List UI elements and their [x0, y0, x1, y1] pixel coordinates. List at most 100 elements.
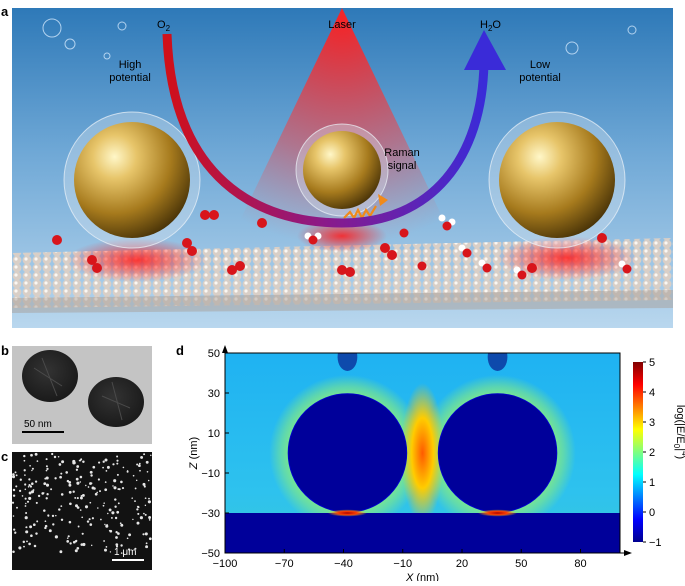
nanoparticle-dot: [24, 516, 28, 520]
nanoparticle-dot: [29, 464, 31, 467]
nanoparticle-dot: [116, 473, 119, 476]
nanoparticle-dot: [140, 455, 144, 459]
nanoparticle-dot: [46, 467, 49, 471]
nanoparticle-dot: [51, 514, 55, 518]
nanoparticle-dot: [32, 489, 35, 491]
nanoparticle-dot: [82, 542, 86, 547]
nanoparticle-dot: [98, 461, 101, 464]
nanoparticle-dot: [12, 515, 15, 517]
y-axis-arrow: [222, 345, 228, 353]
x-tick-label: −70: [275, 558, 294, 570]
gold-sphere-section: [437, 393, 558, 513]
nanoparticle-dot: [24, 505, 27, 507]
nanoparticle-dot: [36, 460, 39, 462]
nanoparticle-dot: [102, 460, 105, 463]
nanoparticle-dot: [75, 477, 79, 481]
nanoparticle-dot: [117, 532, 120, 535]
nanoparticle-dot: [45, 465, 48, 468]
nanoparticle-dot: [89, 523, 93, 526]
nanoparticle-dot: [30, 453, 33, 457]
nanoparticle-dot: [148, 516, 152, 519]
nanoparticle-dot: [24, 474, 26, 476]
nanoparticle-dot: [60, 505, 63, 507]
nanoparticle-dot: [27, 486, 30, 488]
nanoparticle-dot: [31, 469, 33, 472]
nanoparticle-dot: [45, 458, 48, 461]
nanoparticle-dot: [28, 478, 31, 481]
nanoparticle-dot: [34, 452, 38, 456]
nanoparticle-dot: [139, 516, 143, 520]
colorbar-label: log(|E/E0|4): [672, 405, 685, 459]
nanoparticle-dot: [142, 482, 146, 486]
nanoparticle-dot: [66, 537, 69, 539]
o2-label: O2: [157, 19, 171, 33]
nanoparticle-dot: [143, 485, 146, 488]
nanoparticle-dot: [45, 483, 50, 487]
nanoparticle-dot: [68, 481, 72, 484]
nanoparticle-dot: [100, 518, 102, 521]
panel-b-label: b: [1, 343, 9, 358]
nanoparticle-dot: [14, 471, 17, 474]
nanoparticle-dot: [53, 455, 57, 459]
nanoparticle-dot: [144, 504, 147, 507]
contact-hotspot: [327, 509, 368, 517]
nanoparticle-dot: [79, 509, 82, 511]
nanoparticle-dot: [120, 544, 123, 547]
raman-signal-label: Raman signal: [384, 147, 419, 172]
nanoparticle-dot: [12, 550, 15, 554]
nanoparticle-dot: [105, 524, 109, 528]
nanoparticle-dot: [25, 512, 28, 514]
nanoparticle-dot: [82, 460, 85, 464]
nanoparticle-dot: [147, 500, 151, 504]
nanoparticle-dot: [12, 475, 16, 479]
gold-sphere-left: [74, 122, 190, 238]
nanoparticle-dot: [12, 494, 16, 497]
y-tick-label: 30: [208, 388, 220, 400]
nanoparticle-dot: [43, 509, 46, 512]
nanoparticle-dot: [104, 488, 108, 492]
colorbar: [633, 362, 643, 542]
nanoparticle-dot: [21, 495, 24, 497]
nanoparticle-dot: [23, 469, 26, 472]
nanoparticle-dot: [145, 542, 148, 545]
nanoparticle-dot: [134, 547, 137, 550]
nanoparticle-dot: [67, 535, 70, 538]
nanoparticle-dot: [114, 498, 117, 501]
nanoparticle-dot: [35, 501, 38, 504]
nanoparticle-dot: [107, 512, 109, 515]
tem-micrograph: 50 nm: [12, 346, 152, 444]
nanoparticle-dot: [117, 488, 120, 491]
x-tick-label: −10: [393, 558, 412, 570]
nanoparticle-dot: [68, 490, 72, 494]
nanoparticle-dot: [18, 546, 22, 550]
panel-c-sem-image: 1 μm: [12, 452, 152, 570]
nanoparticle-dot: [106, 465, 110, 469]
nanoparticle-dot: [36, 520, 39, 523]
nanoparticle-dot: [132, 474, 135, 477]
nanoparticle-dot: [119, 522, 122, 525]
nanoparticle-dot: [134, 500, 136, 503]
nanoparticle-dot: [117, 502, 120, 505]
nanoparticle-dot: [28, 542, 31, 546]
nanoparticle-dot: [26, 540, 28, 543]
nanoparticle-dot: [109, 529, 113, 533]
nanoparticle-dot: [23, 459, 26, 462]
nanoparticle-dot: [52, 523, 55, 526]
gold-sphere-middle: [303, 131, 381, 209]
nanoparticle-dot: [12, 501, 15, 504]
nanoparticle-dot: [48, 529, 52, 533]
nanoparticle-dot: [74, 549, 78, 553]
field-shadow: [487, 353, 508, 371]
nanoparticle-dot: [66, 479, 70, 483]
y-tick-label: 10: [208, 428, 220, 440]
colorbar-tick-label: 2: [649, 447, 655, 459]
nanoparticle-dot: [24, 497, 27, 500]
nanoparticle-dot: [136, 463, 139, 466]
nanoparticle-dot: [54, 535, 58, 539]
nanoparticle-dot: [90, 474, 93, 477]
nanoparticle-dot: [14, 532, 16, 534]
nanoparticle-dot: [136, 521, 140, 525]
nanoparticle-dot: [22, 540, 26, 544]
nanoparticle-dot: [77, 525, 80, 528]
schematic-illustration: Laser O2 H2O High potential Low potential …: [12, 8, 673, 328]
